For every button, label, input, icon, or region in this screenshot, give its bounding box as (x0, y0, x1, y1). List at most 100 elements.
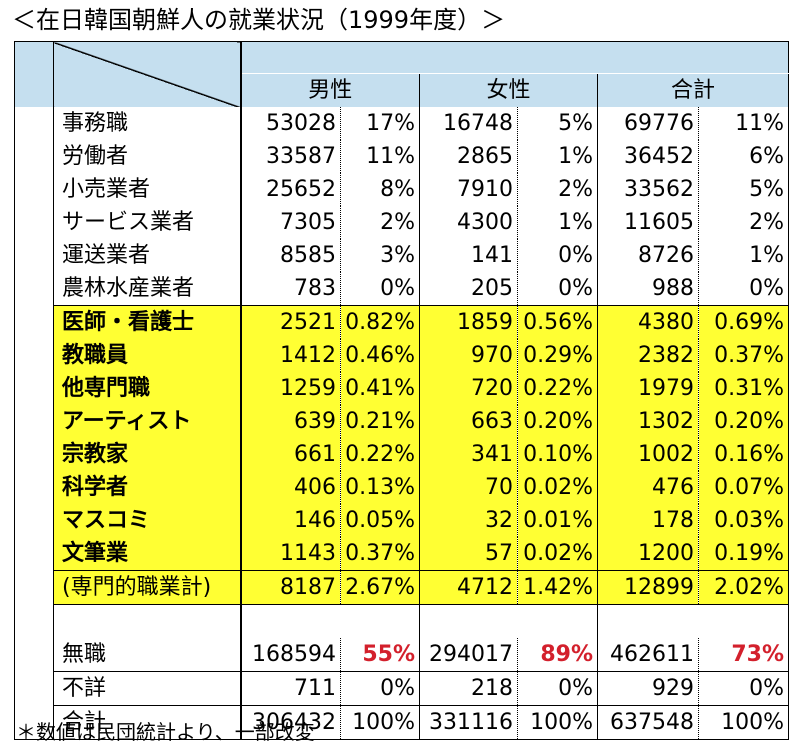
female-percent: 0.29% (517, 339, 598, 372)
row-indent-cell (14, 638, 54, 672)
male-count: 1143 (239, 537, 341, 571)
total-percent: 0.20% (698, 405, 789, 438)
table-row: サービス業者 7305 2% 4300 1% 11605 2% (14, 206, 789, 239)
male-percent: 0% (340, 671, 420, 706)
male-count: 2521 (239, 305, 341, 339)
table-row: 小売業者 25652 8% 7910 2% 33562 5% (14, 173, 789, 206)
male-count: 8187 (239, 570, 341, 605)
row-label: 労働者 (53, 140, 241, 173)
row-label: 不詳 (53, 671, 241, 706)
total-percent: 11% (698, 107, 789, 140)
table-row: 運送業者 8585 3% 141 0% 8726 1% (14, 239, 789, 272)
male-count: 146 (239, 504, 341, 537)
female-percent: 2% (517, 173, 598, 206)
header-diagonal-cell (53, 41, 241, 107)
female-count: 1859 (419, 305, 518, 339)
total-count: 929 (597, 671, 699, 706)
male-count: 7305 (239, 206, 341, 239)
row-label: (専門的職業計) (53, 570, 241, 605)
total-percent: 5% (698, 173, 789, 206)
female-count: 4300 (419, 206, 518, 239)
total-count: 1302 (597, 405, 699, 438)
table-row-professional: 宗教家 661 0.22% 341 0.10% 1002 0.16% (14, 438, 789, 471)
row-indent-cell (14, 206, 54, 239)
row-indent-cell (14, 305, 54, 339)
gap-cell (14, 604, 54, 638)
female-percent: 1% (517, 140, 598, 173)
row-indent-cell (14, 471, 54, 504)
row-label: 合計 (53, 705, 241, 740)
total-percent: 73% (698, 638, 789, 672)
row-label: 宗教家 (53, 438, 241, 471)
table-row-professional: 文筆業 1143 0.37% 57 0.02% 1200 0.19% (14, 537, 789, 571)
total-percent: 0.07% (698, 471, 789, 504)
row-label: 医師・看護士 (53, 305, 241, 339)
row-label: 農林水産業者 (53, 272, 241, 306)
male-percent: 0.41% (340, 372, 420, 405)
female-count: 2865 (419, 140, 518, 173)
gap-cell (419, 604, 518, 638)
female-count: 331116 (419, 705, 518, 740)
female-percent: 0.02% (517, 471, 598, 504)
male-count: 639 (239, 405, 341, 438)
female-count: 218 (419, 671, 518, 706)
row-indent-cell (14, 504, 54, 537)
female-percent: 5% (517, 107, 598, 140)
total-percent: 0.16% (698, 438, 789, 471)
row-label: マスコミ (53, 504, 241, 537)
row-indent-cell (14, 239, 54, 272)
table-row: 事務職 53028 17% 16748 5% 69776 11% (14, 107, 789, 140)
row-indent-cell (14, 438, 54, 471)
female-count: 141 (419, 239, 518, 272)
row-indent-cell (14, 140, 54, 173)
male-count: 1259 (239, 372, 341, 405)
total-count: 2382 (597, 339, 699, 372)
row-label: アーティスト (53, 405, 241, 438)
table-row-professional: 科学者 406 0.13% 70 0.02% 476 0.07% (14, 471, 789, 504)
female-count: 294017 (419, 638, 518, 672)
female-percent: 0.22% (517, 372, 598, 405)
female-count: 57 (419, 537, 518, 571)
total-count: 1200 (597, 537, 699, 571)
male-count: 783 (239, 272, 341, 306)
male-percent: 8% (340, 173, 420, 206)
table-row-unemployed: 無職 168594 55% 294017 89% 462611 73% (14, 638, 789, 672)
row-indent-cell (14, 537, 54, 571)
total-count: 178 (597, 504, 699, 537)
header-band-row (14, 41, 789, 107)
table-row-subtotal: (専門的職業計) 8187 2.67% 4712 1.42% 12899 2.02% (14, 570, 789, 605)
employment-table: 男性 女性 合計 事務職 53028 17% 16748 5% 69776 11% 労働者 33… (14, 41, 789, 740)
total-count: 462611 (597, 638, 699, 672)
female-percent: 0.10% (517, 438, 598, 471)
male-percent: 0.37% (340, 537, 420, 571)
female-percent: 0.56% (517, 305, 598, 339)
row-label: 教職員 (53, 339, 241, 372)
total-percent: 0.31% (698, 372, 789, 405)
total-percent: 0% (698, 272, 789, 306)
row-indent-cell (14, 671, 54, 706)
female-percent: 0% (517, 239, 598, 272)
female-count: 70 (419, 471, 518, 504)
male-percent: 2% (340, 206, 420, 239)
female-count: 32 (419, 504, 518, 537)
total-percent: 0.37% (698, 339, 789, 372)
row-label: 無職 (53, 638, 241, 672)
gap-cell (597, 604, 699, 638)
row-label: 他専門職 (53, 372, 241, 405)
total-percent: 2.02% (698, 570, 789, 605)
male-count: 25652 (239, 173, 341, 206)
male-percent: 55% (340, 638, 420, 672)
total-count: 1979 (597, 372, 699, 405)
total-percent: 6% (698, 140, 789, 173)
female-count: 341 (419, 438, 518, 471)
total-percent: 0.03% (698, 504, 789, 537)
row-indent-cell (14, 173, 54, 206)
total-count: 988 (597, 272, 699, 306)
table-title: ＜在日韓国朝鮮人の就業状況（1999年度）＞ (12, 6, 506, 34)
female-count: 720 (419, 372, 518, 405)
row-indent-cell (14, 272, 54, 306)
table-row-professional: 他専門職 1259 0.41% 720 0.22% 1979 0.31% (14, 372, 789, 405)
male-count: 661 (239, 438, 341, 471)
male-percent: 0.21% (340, 405, 420, 438)
footnote: ＊数値は民団統計より、一部改変 (16, 720, 315, 744)
